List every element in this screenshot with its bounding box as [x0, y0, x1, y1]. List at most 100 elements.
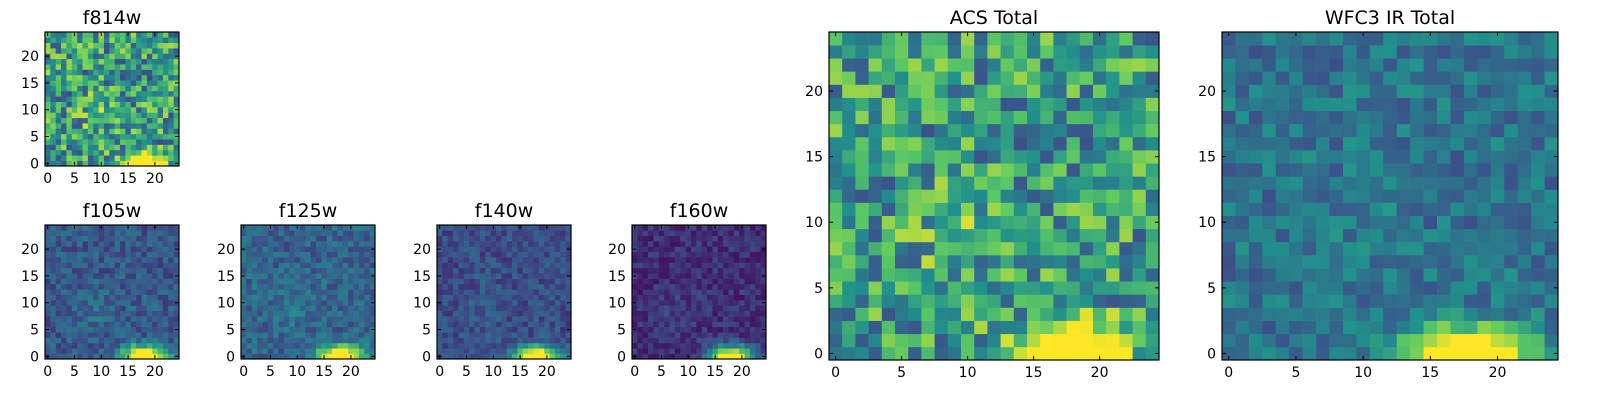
- heatmap-cell: [674, 225, 681, 231]
- heatmap-cell: [87, 85, 94, 92]
- heatmap-cell: [538, 251, 545, 258]
- heatmap-cell: [152, 257, 158, 263]
- heatmap-cell: [1544, 189, 1559, 203]
- heatmap-cell: [141, 155, 148, 161]
- heatmap-cell: [1093, 255, 1107, 269]
- heatmap-cell: [485, 353, 491, 360]
- heatmap-cell: [501, 300, 507, 306]
- heatmap-cell: [501, 235, 507, 242]
- heatmap-cell: [294, 230, 301, 237]
- heatmap-cell: [316, 300, 322, 306]
- heatmap-cell: [474, 300, 481, 306]
- heatmap-cell: [1132, 215, 1147, 230]
- heatmap-cell: [538, 342, 545, 349]
- heatmap-cell: [868, 58, 883, 72]
- heatmap-cell: [733, 235, 740, 242]
- heatmap-cell: [152, 85, 158, 92]
- heatmap-cell: [538, 241, 545, 247]
- heatmap-cell: [93, 289, 99, 295]
- heatmap-cell: [157, 64, 164, 70]
- heatmap-cell: [554, 225, 561, 231]
- heatmap-cell: [61, 144, 67, 151]
- heatmap-cell: [1027, 268, 1041, 282]
- heatmap-cell: [93, 85, 99, 92]
- heatmap-cell: [723, 278, 729, 285]
- heatmap-cell: [512, 267, 518, 274]
- heatmap-cell: [1477, 136, 1492, 151]
- heatmap-cell: [528, 353, 534, 360]
- heatmap-cell: [549, 262, 556, 269]
- heatmap-cell: [289, 278, 295, 285]
- heatmap-cell: [908, 228, 922, 243]
- heatmap-cell: [565, 316, 572, 322]
- heatmap-cell: [495, 241, 502, 247]
- heatmap-cell: [528, 300, 534, 306]
- heatmap-cell: [77, 300, 83, 306]
- heatmap-cell: [82, 90, 89, 97]
- heatmap-cell: [278, 257, 285, 263]
- heatmap-cell: [829, 110, 843, 125]
- heatmap-cell: [251, 326, 258, 333]
- heatmap-cell: [1235, 202, 1250, 216]
- heatmap-cell: [1132, 71, 1147, 85]
- heatmap-cell: [1463, 228, 1478, 243]
- y-tick-label: 15: [217, 269, 235, 285]
- heatmap-cell: [157, 128, 164, 135]
- heatmap-cell: [1289, 241, 1303, 256]
- heatmap-cell: [479, 342, 486, 349]
- heatmap-cell: [114, 64, 121, 70]
- heatmap-cell: [653, 235, 660, 242]
- heatmap-cell: [168, 326, 174, 333]
- heatmap-cell: [1490, 268, 1505, 282]
- heatmap-cell: [1329, 163, 1344, 177]
- heatmap-cell: [560, 262, 566, 269]
- heatmap-cell: [168, 155, 174, 161]
- heatmap-cell: [987, 136, 1001, 151]
- heatmap-cell: [55, 160, 62, 167]
- heatmap-cell: [141, 332, 148, 338]
- heatmap-cell: [93, 332, 99, 338]
- heatmap-cell: [895, 268, 909, 282]
- heatmap-cell: [961, 84, 975, 98]
- heatmap-cell: [157, 139, 164, 145]
- heatmap-cell: [1410, 215, 1424, 230]
- heatmap-cell: [908, 268, 922, 282]
- heatmap-cell: [1329, 189, 1344, 203]
- x-tick-label: 15: [1025, 365, 1043, 381]
- heatmap-cell: [50, 133, 57, 140]
- heatmap-cell: [278, 305, 285, 312]
- heatmap-cell: [664, 342, 670, 349]
- heatmap-cell: [437, 230, 443, 237]
- heatmap-cell: [93, 160, 99, 167]
- heatmap-cell: [273, 235, 279, 242]
- heatmap-cell: [533, 289, 540, 295]
- heatmap-cell: [1262, 97, 1277, 112]
- heatmap-cell: [120, 101, 126, 108]
- heatmap-cell: [501, 305, 507, 312]
- heatmap-cell: [50, 96, 57, 102]
- heatmap-cell: [82, 241, 89, 247]
- heatmap-cell: [1463, 84, 1478, 98]
- heatmap-cell: [1013, 163, 1028, 177]
- heatmap-cell: [453, 294, 459, 301]
- heatmap-cell: [120, 155, 126, 161]
- heatmap-cell: [1262, 58, 1277, 72]
- heatmap-cell: [50, 235, 57, 242]
- heatmap-cell: [82, 58, 89, 65]
- heatmap-cell: [1342, 123, 1357, 138]
- heatmap-cell: [1106, 189, 1120, 203]
- heatmap-cell: [342, 262, 349, 269]
- heatmap-cell: [130, 273, 137, 279]
- heatmap-cell: [739, 348, 745, 354]
- heatmap-cell: [168, 32, 174, 38]
- heatmap-cell: [162, 348, 169, 354]
- heatmap-cell: [342, 300, 349, 306]
- heatmap-cell: [289, 273, 295, 279]
- heatmap-cell: [1316, 320, 1330, 335]
- heatmap-cell: [125, 139, 132, 145]
- heatmap-cell: [479, 337, 486, 344]
- heatmap-cell: [77, 74, 83, 81]
- heatmap-cell: [1356, 45, 1371, 59]
- heatmap-cell: [437, 257, 443, 263]
- heatmap-cell: [305, 278, 311, 285]
